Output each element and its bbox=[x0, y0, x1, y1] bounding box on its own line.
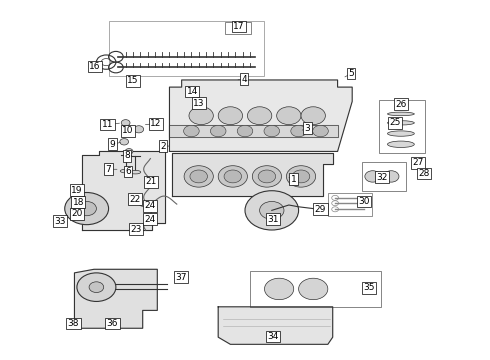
Polygon shape bbox=[172, 153, 333, 196]
Circle shape bbox=[125, 149, 133, 154]
Text: 19: 19 bbox=[71, 185, 83, 194]
Circle shape bbox=[77, 202, 97, 216]
Circle shape bbox=[190, 170, 207, 183]
Ellipse shape bbox=[130, 170, 141, 174]
Circle shape bbox=[298, 278, 328, 300]
Text: 23: 23 bbox=[131, 225, 142, 234]
Text: 21: 21 bbox=[146, 177, 157, 186]
Circle shape bbox=[218, 107, 243, 125]
Text: 10: 10 bbox=[122, 126, 134, 135]
Circle shape bbox=[245, 191, 298, 230]
Circle shape bbox=[77, 273, 116, 301]
Polygon shape bbox=[74, 269, 157, 328]
Text: 29: 29 bbox=[315, 205, 326, 214]
Circle shape bbox=[258, 170, 276, 183]
Text: 16: 16 bbox=[89, 62, 100, 71]
Text: 12: 12 bbox=[150, 120, 162, 129]
Circle shape bbox=[120, 139, 128, 145]
Text: 28: 28 bbox=[418, 169, 430, 178]
Polygon shape bbox=[218, 307, 333, 344]
Bar bbox=[362, 162, 406, 191]
Text: 2: 2 bbox=[160, 141, 166, 150]
Text: 14: 14 bbox=[187, 87, 198, 96]
Text: 9: 9 bbox=[110, 140, 115, 149]
Circle shape bbox=[65, 193, 109, 225]
Circle shape bbox=[265, 278, 294, 300]
Text: 7: 7 bbox=[106, 165, 111, 174]
Text: 25: 25 bbox=[390, 118, 401, 127]
Text: 15: 15 bbox=[127, 76, 139, 85]
Circle shape bbox=[247, 107, 272, 125]
Bar bbox=[250, 271, 381, 307]
Circle shape bbox=[189, 107, 213, 125]
Text: 24: 24 bbox=[145, 215, 156, 224]
Circle shape bbox=[264, 125, 280, 137]
Text: 27: 27 bbox=[412, 158, 424, 167]
Text: 33: 33 bbox=[54, 217, 66, 226]
Text: 38: 38 bbox=[68, 319, 79, 328]
Circle shape bbox=[277, 107, 301, 125]
Circle shape bbox=[184, 166, 213, 187]
Text: 8: 8 bbox=[124, 151, 130, 160]
Circle shape bbox=[237, 125, 253, 137]
Text: 4: 4 bbox=[241, 75, 247, 84]
Ellipse shape bbox=[388, 141, 415, 148]
Text: 5: 5 bbox=[348, 69, 354, 78]
Ellipse shape bbox=[388, 121, 415, 125]
Bar bbox=[224, 22, 251, 34]
Text: 32: 32 bbox=[377, 173, 388, 182]
Text: 26: 26 bbox=[395, 100, 407, 109]
Text: 30: 30 bbox=[359, 197, 370, 206]
Polygon shape bbox=[170, 125, 338, 137]
Text: 3: 3 bbox=[304, 124, 310, 133]
Text: 11: 11 bbox=[102, 120, 113, 129]
Circle shape bbox=[292, 170, 310, 183]
Text: 13: 13 bbox=[193, 99, 204, 108]
Circle shape bbox=[365, 171, 380, 182]
Text: 20: 20 bbox=[71, 210, 83, 219]
Text: 36: 36 bbox=[107, 319, 118, 328]
Circle shape bbox=[134, 126, 144, 133]
Bar bbox=[379, 100, 425, 153]
Circle shape bbox=[121, 120, 130, 126]
Circle shape bbox=[218, 166, 247, 187]
Text: 18: 18 bbox=[73, 198, 84, 207]
Text: 22: 22 bbox=[129, 195, 141, 204]
Circle shape bbox=[184, 125, 199, 137]
Circle shape bbox=[252, 166, 282, 187]
Ellipse shape bbox=[120, 169, 131, 173]
Text: 37: 37 bbox=[175, 273, 186, 282]
Circle shape bbox=[260, 202, 284, 219]
Bar bbox=[328, 193, 372, 216]
Text: 24: 24 bbox=[145, 201, 156, 210]
Text: 6: 6 bbox=[125, 167, 131, 176]
Circle shape bbox=[89, 282, 104, 293]
Text: 35: 35 bbox=[364, 283, 375, 292]
Circle shape bbox=[383, 171, 399, 182]
Text: 31: 31 bbox=[268, 215, 279, 224]
Circle shape bbox=[291, 125, 306, 137]
Text: 1: 1 bbox=[291, 175, 296, 184]
Circle shape bbox=[210, 125, 226, 137]
Text: 17: 17 bbox=[233, 22, 245, 31]
Polygon shape bbox=[82, 152, 165, 230]
Ellipse shape bbox=[388, 131, 415, 136]
Circle shape bbox=[287, 166, 316, 187]
Ellipse shape bbox=[388, 112, 415, 116]
Polygon shape bbox=[170, 80, 352, 152]
Circle shape bbox=[301, 107, 325, 125]
Bar bbox=[109, 21, 265, 76]
Circle shape bbox=[224, 170, 242, 183]
Text: 34: 34 bbox=[268, 332, 279, 341]
Circle shape bbox=[313, 125, 328, 137]
